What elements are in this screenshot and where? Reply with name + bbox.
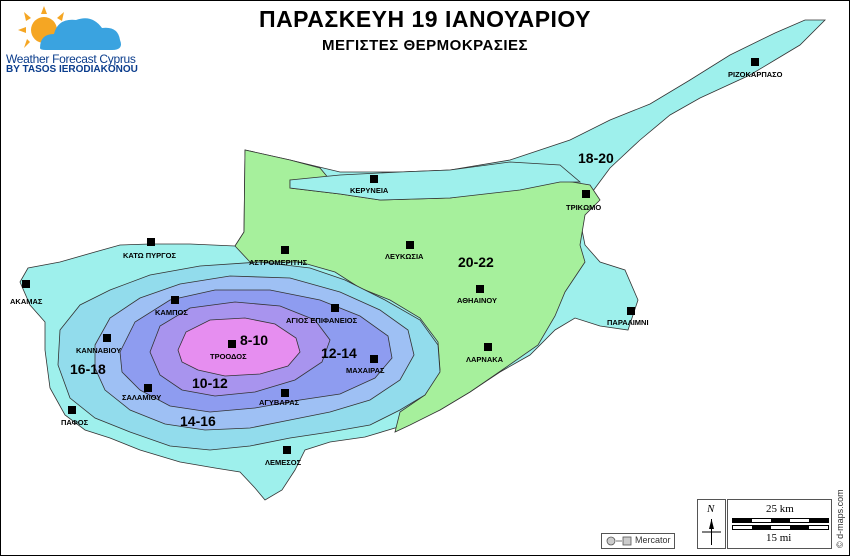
page-title: ΠΑΡΑΣΚΕΥΗ 19 ΙΑΝΟΥΑΡΙΟΥ — [258, 6, 592, 32]
city-paralimni: ΠΑΡΑΛΙΜΝΙ — [607, 307, 649, 327]
city-astromeritis: ΑΣΤΡΟΜΕΡΙΤΗΣ — [249, 246, 308, 267]
zone-label-16-18: 16-18 — [70, 361, 106, 377]
zone-label-10-12: 10-12 — [192, 375, 228, 391]
svg-text:ΑΘΗΑΙΝΟΥ: ΑΘΗΑΙΝΟΥ — [457, 296, 497, 305]
city-troodos: ΤΡΟΟΔΟΣ — [210, 340, 247, 361]
svg-text:ΠΑΡΑΛΙΜΝΙ: ΠΑΡΑΛΙΜΝΙ — [607, 318, 649, 327]
svg-text:ΚΑΤΩ ΠΥΡΓΟΣ: ΚΑΤΩ ΠΥΡΓΟΣ — [123, 251, 177, 260]
scale-mi-bar — [732, 525, 829, 530]
credit-label: © d-maps.com — [835, 489, 845, 548]
city-kyrenia: ΚΕΡΥΝΕΙΑ — [350, 175, 389, 195]
zone-label-20-22: 20-22 — [458, 254, 494, 270]
svg-text:ΠΑΦΟΣ: ΠΑΦΟΣ — [61, 418, 89, 427]
city-agvaras: ΑΓΥΒΑΡΑΣ — [259, 389, 300, 407]
city-pafos: ΠΑΦΟΣ — [61, 406, 89, 427]
city-machairas: ΜΑΧΑΙΡΑΣ — [346, 355, 385, 375]
scale-km-bar — [732, 518, 829, 523]
city-larnaka: ΛΑΡΝΑΚΑ — [466, 343, 504, 364]
city-kato-pyrgos: ΚΑΤΩ ΠΥΡΓΟΣ — [123, 238, 177, 260]
logo-line1: Weather Forecast Cyprus — [6, 52, 136, 66]
scale-km-label: 25 km — [766, 503, 794, 515]
scale-mi-label: 15 mi — [766, 532, 792, 544]
credit-text: © d-maps.com — [835, 489, 845, 548]
north-label: N — [707, 503, 715, 515]
kyrenia-strip — [289, 161, 582, 201]
page-subtitle: ΜΕΓΙΣΤΕΣ ΘΕΡΜΟΚΡΑΣΙΕΣ — [321, 37, 529, 54]
svg-text:ΛΑΡΝΑΚΑ: ΛΑΡΝΑΚΑ — [466, 355, 504, 364]
svg-text:ΤΡΟΟΔΟΣ: ΤΡΟΟΔΟΣ — [210, 352, 247, 361]
svg-text:ΜΑΧΑΙΡΑΣ: ΜΑΧΑΙΡΑΣ — [346, 366, 385, 375]
svg-text:ΡΙΖΟΚΑΡΠΑΣΟ: ΡΙΖΟΚΑΡΠΑΣΟ — [728, 70, 783, 79]
city-trikomo: ΤΡΙΚΩΜΟ — [566, 190, 601, 212]
zone-label-18-20: 18-20 — [578, 150, 614, 166]
city-akamas: ΑΚΑΜΑΣ — [10, 280, 43, 306]
svg-text:ΑΚΑΜΑΣ: ΑΚΑΜΑΣ — [10, 297, 43, 306]
svg-text:ΚΕΡΥΝΕΙΑ: ΚΕΡΥΝΕΙΑ — [350, 186, 389, 195]
svg-text:ΤΡΙΚΩΜΟ: ΤΡΙΚΩΜΟ — [566, 203, 601, 212]
city-salamiou: ΣΑΛΑΜΙΟΥ — [122, 384, 161, 402]
svg-text:ΛΕΥΚΩΣΙΑ: ΛΕΥΚΩΣΙΑ — [385, 252, 424, 261]
city-rizokarpaso: ΡΙΖΟΚΑΡΠΑΣΟ — [728, 58, 783, 79]
zone-label-12-14: 12-14 — [321, 345, 357, 361]
city-agios-epifanios: ΑΓΙΟΣ ΕΠΙΦΑΝΕΙΟΣ — [286, 304, 358, 325]
city-athienou: ΑΘΗΑΙΝΟΥ — [457, 285, 497, 305]
projection-label: Mercator — [635, 535, 671, 545]
zone-8-10-area — [177, 317, 301, 377]
north-arrow: N — [697, 499, 726, 549]
projection-icon — [606, 536, 632, 546]
zone-label-14-16: 14-16 — [180, 413, 216, 429]
svg-text:ΛΕΜΕΣΟΣ: ΛΕΜΕΣΟΣ — [265, 458, 302, 467]
svg-text:ΚΑΜΠΟΣ: ΚΑΜΠΟΣ — [155, 308, 188, 317]
scale-bar: 25 km 15 mi — [727, 499, 832, 549]
zone-label-8-10: 8-10 — [240, 332, 268, 348]
compass-icon — [702, 519, 721, 545]
city-lefkosia: ΛΕΥΚΩΣΙΑ — [385, 241, 424, 261]
svg-text:ΑΓΙΟΣ ΕΠΙΦΑΝΕΙΟΣ: ΑΓΙΟΣ ΕΠΙΦΑΝΕΙΟΣ — [286, 316, 358, 325]
svg-text:ΚΑΝΝΑΒΙΟΥ: ΚΑΝΝΑΒΙΟΥ — [76, 346, 121, 355]
svg-text:ΑΣΤΡΟΜΕΡΙΤΗΣ: ΑΣΤΡΟΜΕΡΙΤΗΣ — [249, 258, 308, 267]
city-kampos: ΚΑΜΠΟΣ — [155, 296, 188, 317]
city-kannavioy: ΚΑΝΝΑΒΙΟΥ — [76, 334, 121, 355]
sun-cloud-icon — [18, 6, 121, 50]
city-lemesos: ΛΕΜΕΣΟΣ — [265, 446, 302, 467]
logo-line2: BY TASOS IERODIAKONOU — [6, 64, 138, 75]
svg-text:ΣΑΛΑΜΙΟΥ: ΣΑΛΑΜΙΟΥ — [122, 393, 161, 402]
svg-text:ΑΓΥΒΑΡΑΣ: ΑΓΥΒΑΡΑΣ — [259, 398, 300, 407]
projection-box: Mercator — [601, 533, 675, 549]
